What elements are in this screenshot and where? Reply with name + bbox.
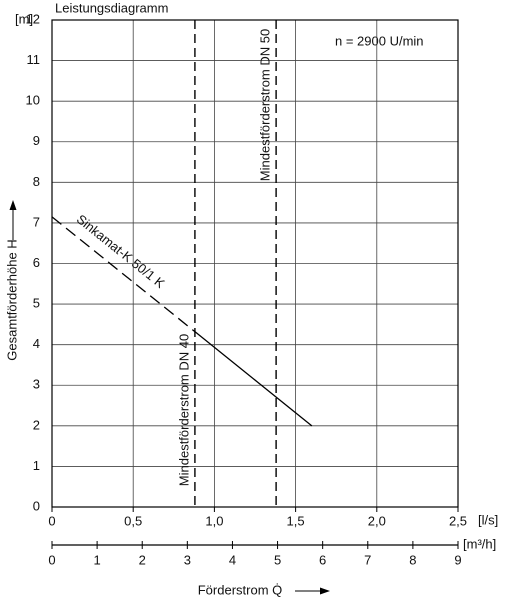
x-unit: [l/s] [478, 512, 498, 527]
curve-segment [51, 216, 196, 333]
x2-tick-label: 8 [409, 552, 416, 567]
x-tick-label: 1,0 [205, 513, 223, 528]
series-label: Sinkamat-K 50/1 K [74, 211, 168, 291]
x-tick-label: 1,5 [287, 513, 305, 528]
y-tick-label: 9 [33, 133, 40, 148]
x2-tick-label: 7 [364, 552, 371, 567]
x2-unit: [m³/h] [463, 536, 496, 551]
x2-tick-label: 3 [184, 552, 191, 567]
plot-frame [51, 19, 459, 508]
y-axis-label: Gesamtförderhöhe H [4, 239, 19, 360]
x2-tick-label: 2 [139, 552, 146, 567]
y-tick-label: 7 [33, 214, 40, 229]
y-tick-label: 4 [33, 336, 40, 351]
y-tick-label: 5 [33, 296, 40, 311]
y-axis-arrowhead [9, 200, 17, 210]
x-tick-label: 0,5 [124, 513, 142, 528]
x2-tick-label: 4 [229, 552, 236, 567]
x2-tick-label: 6 [319, 552, 326, 567]
reference-label: Mindestförderstrom DN 40 [176, 334, 191, 486]
y-tick-label: 2 [33, 417, 40, 432]
y-tick-label: 3 [33, 377, 40, 392]
y-tick-label: 1 [33, 458, 40, 473]
chart-title: Leistungsdiagramm [55, 0, 168, 15]
y-tick-label: 8 [33, 174, 40, 189]
x-tick-label: 0 [48, 513, 55, 528]
curve-segment [194, 331, 313, 427]
x-axis-arrowhead [320, 587, 330, 595]
y-tick-label: 11 [27, 52, 41, 67]
x2-tick-label: 1 [93, 552, 100, 567]
y-unit: [m] [15, 11, 33, 26]
annotation: n = 2900 U/min [335, 33, 424, 48]
y-tick-label: 10 [26, 93, 40, 108]
x-tick-label: 2,0 [368, 513, 386, 528]
x2-tick-label: 9 [454, 552, 461, 567]
y-tick-label: 6 [33, 255, 40, 270]
x2-tick-label: 5 [274, 552, 281, 567]
reference-label: Mindestförderstrom DN 50 [258, 29, 273, 181]
x-axis-label: Förderstrom Q̇ [198, 582, 283, 597]
y-tick-label: 0 [33, 498, 40, 513]
x-tick-label: 2,5 [449, 513, 467, 528]
x2-tick-label: 0 [48, 552, 55, 567]
y-tick-label: 12 [26, 11, 40, 26]
